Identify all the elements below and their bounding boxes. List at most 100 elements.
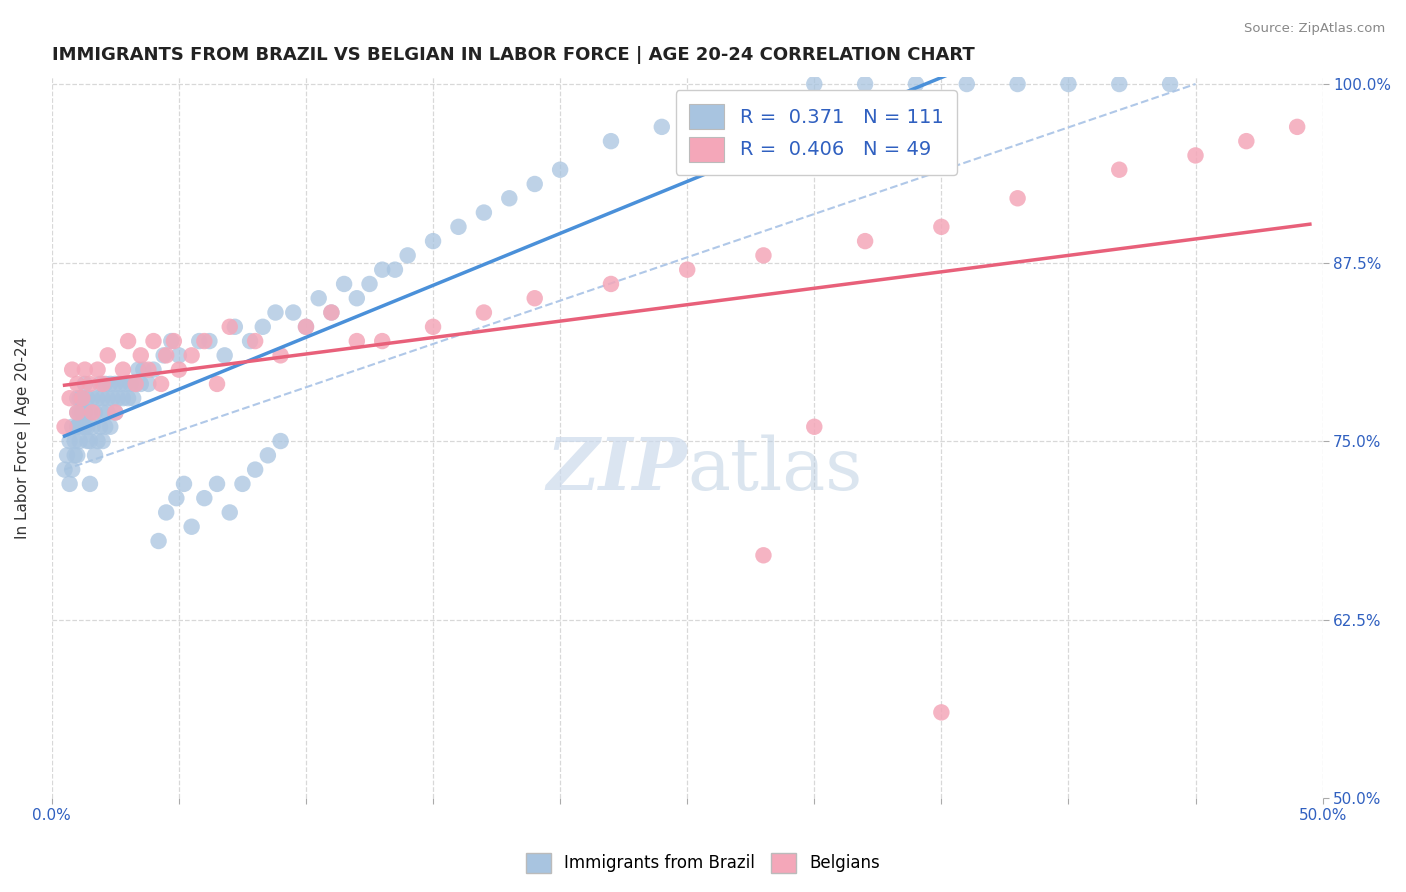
Point [321, 305, 343, 319]
Legend: R =  0.371   N = 111, R =  0.406   N = 49: R = 0.371 N = 111, R = 0.406 N = 49 [675, 90, 957, 175]
Point [98, 376, 121, 391]
Point [853, 77, 876, 91]
Point [472, 305, 495, 319]
Point [422, 234, 444, 248]
Point [111, 391, 134, 405]
Point [72, 405, 94, 419]
Point [79, 376, 101, 391]
Point [165, 491, 187, 505]
Point [79, 405, 101, 419]
Point [270, 434, 292, 448]
Point [72, 391, 94, 405]
Legend: Immigrants from Brazil, Belgians: Immigrants from Brazil, Belgians [519, 847, 887, 880]
Point [91, 434, 114, 448]
Point [73, 376, 96, 391]
Point [101, 391, 124, 405]
Point [82, 419, 104, 434]
Point [752, 91, 775, 105]
Point [1286, 120, 1309, 134]
Point [193, 491, 215, 505]
Point [523, 177, 546, 191]
Point [89, 419, 111, 434]
Point [125, 376, 148, 391]
Point [956, 77, 979, 91]
Point [371, 334, 394, 348]
Point [94, 376, 117, 391]
Point [84, 448, 107, 462]
Point [125, 376, 148, 391]
Point [82, 391, 104, 405]
Point [193, 334, 215, 348]
Point [218, 505, 240, 519]
Point [152, 348, 174, 362]
Point [600, 134, 623, 148]
Point [523, 291, 546, 305]
Point [1057, 77, 1080, 91]
Point [931, 219, 953, 234]
Point [472, 205, 495, 219]
Point [111, 362, 134, 376]
Point [198, 334, 221, 348]
Point [129, 376, 152, 391]
Point [107, 391, 129, 405]
Point [97, 391, 120, 405]
Point [295, 319, 318, 334]
Point [69, 434, 91, 448]
Point [167, 362, 190, 376]
Point [122, 391, 145, 405]
Point [346, 291, 368, 305]
Point [359, 277, 381, 291]
Point [321, 305, 343, 319]
Point [72, 419, 94, 434]
Point [60, 362, 83, 376]
Text: Source: ZipAtlas.com: Source: ZipAtlas.com [1244, 22, 1385, 36]
Point [270, 348, 292, 362]
Point [79, 476, 101, 491]
Point [138, 376, 160, 391]
Point [752, 549, 775, 563]
Point [82, 405, 104, 419]
Point [110, 376, 132, 391]
Point [59, 391, 82, 405]
Point [167, 348, 190, 362]
Point [127, 362, 149, 376]
Point [63, 448, 86, 462]
Point [205, 476, 228, 491]
Point [59, 476, 82, 491]
Point [676, 262, 699, 277]
Point [59, 434, 82, 448]
Point [422, 319, 444, 334]
Point [702, 105, 724, 120]
Point [89, 376, 111, 391]
Point [180, 348, 202, 362]
Point [76, 434, 98, 448]
Point [188, 334, 211, 348]
Point [66, 405, 89, 419]
Point [138, 362, 160, 376]
Point [86, 391, 108, 405]
Point [447, 219, 470, 234]
Point [91, 376, 114, 391]
Point [69, 391, 91, 405]
Point [243, 462, 266, 476]
Point [214, 348, 236, 362]
Point [98, 419, 121, 434]
Point [160, 334, 183, 348]
Point [651, 120, 673, 134]
Point [1159, 77, 1181, 91]
Point [283, 305, 305, 319]
Point [66, 405, 89, 419]
Point [498, 191, 520, 205]
Point [120, 376, 142, 391]
Point [94, 419, 117, 434]
Point [97, 405, 120, 419]
Point [803, 77, 825, 91]
Point [60, 462, 83, 476]
Point [346, 334, 368, 348]
Point [114, 376, 136, 391]
Point [53, 419, 76, 434]
Point [1234, 134, 1257, 148]
Point [231, 476, 253, 491]
Point [384, 262, 406, 277]
Point [76, 419, 98, 434]
